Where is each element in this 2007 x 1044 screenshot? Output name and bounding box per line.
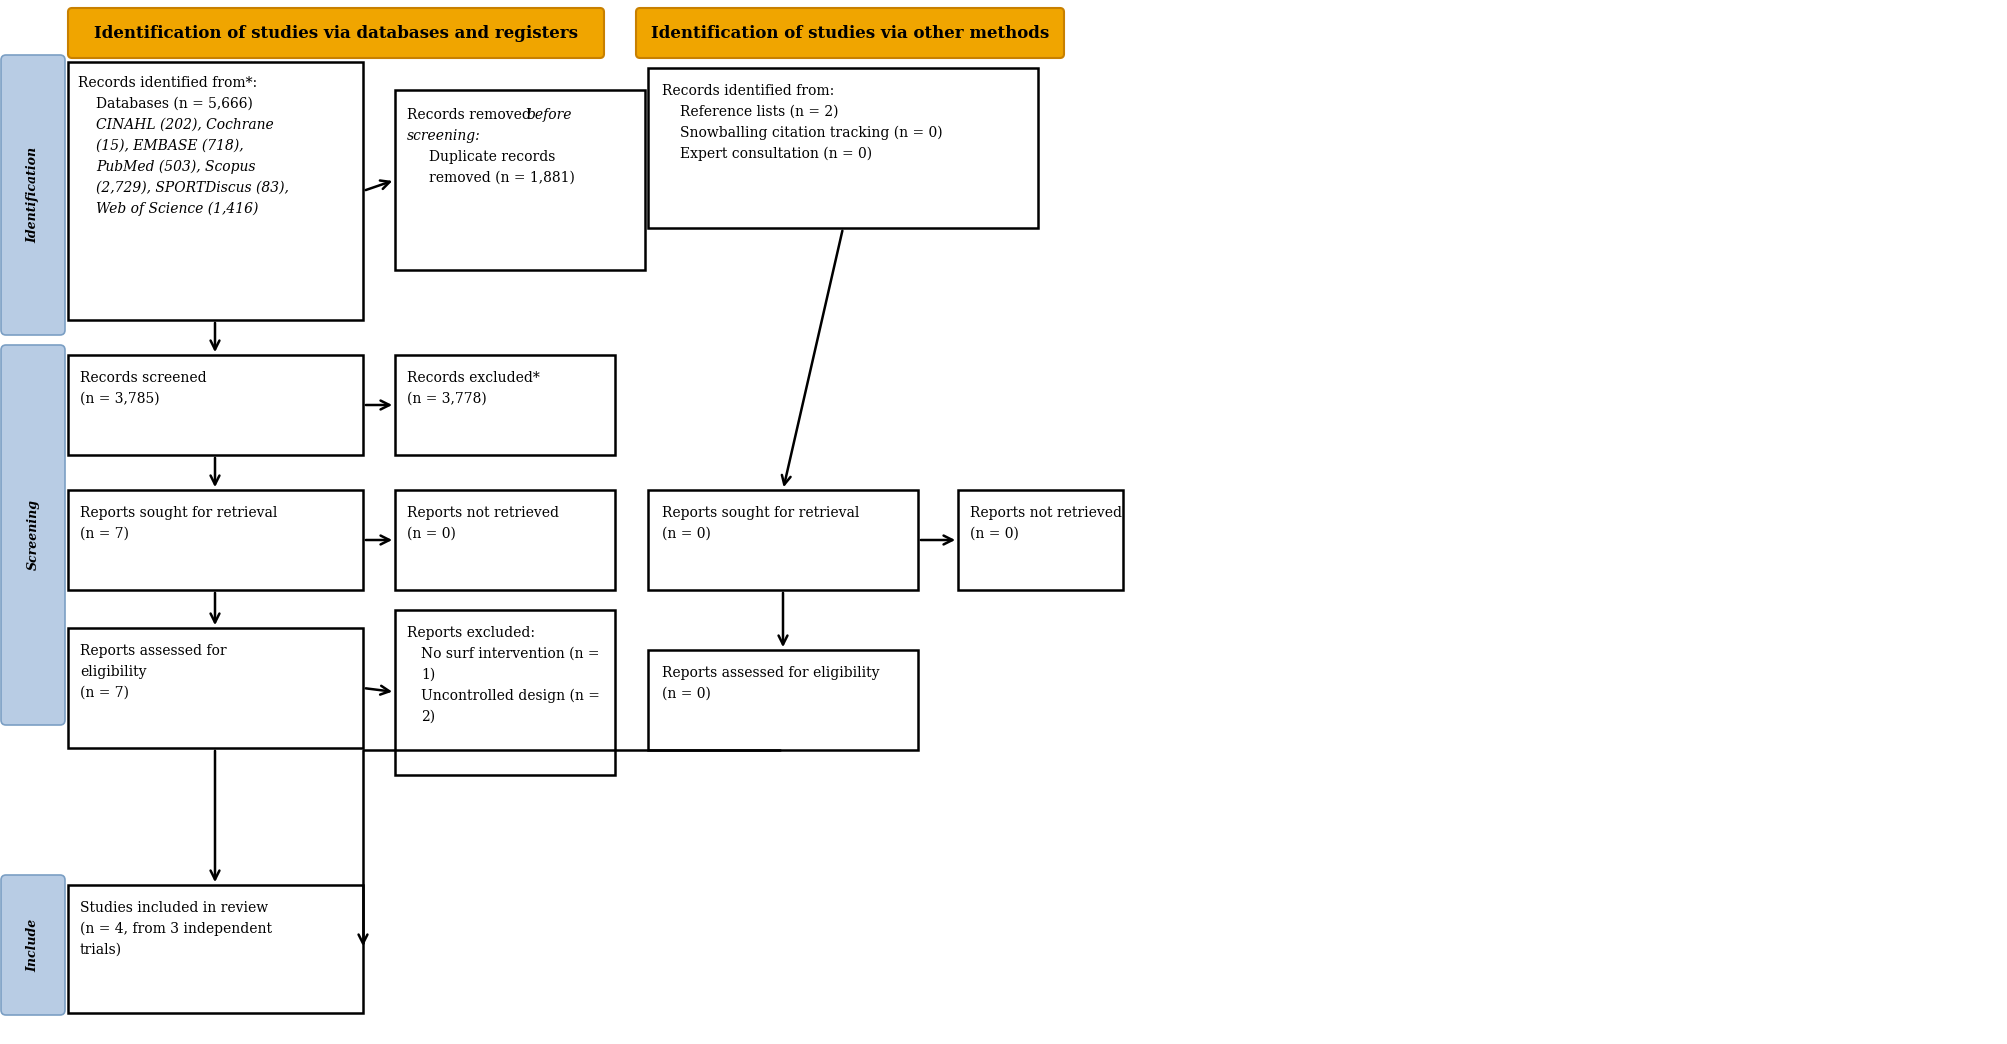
Text: Reference lists (n = 2): Reference lists (n = 2) xyxy=(680,105,839,119)
Text: Include: Include xyxy=(26,919,40,972)
Text: Reports not retrieved: Reports not retrieved xyxy=(969,506,1122,520)
Text: (n = 0): (n = 0) xyxy=(407,527,456,541)
Bar xyxy=(395,90,644,270)
Bar xyxy=(648,490,917,590)
Text: Reports assessed for: Reports assessed for xyxy=(80,644,227,658)
Bar xyxy=(68,885,363,1013)
Text: Duplicate records: Duplicate records xyxy=(429,150,556,164)
Text: Identification: Identification xyxy=(26,147,40,243)
Bar xyxy=(648,650,917,750)
Text: Reports not retrieved: Reports not retrieved xyxy=(407,506,558,520)
Text: removed (n = 1,881): removed (n = 1,881) xyxy=(429,171,574,185)
Text: Studies included in review: Studies included in review xyxy=(80,901,269,915)
Bar xyxy=(957,490,1122,590)
Bar xyxy=(648,68,1038,228)
FancyBboxPatch shape xyxy=(68,8,604,58)
Text: Reports sought for retrieval: Reports sought for retrieval xyxy=(662,506,859,520)
Text: (n = 0): (n = 0) xyxy=(662,687,710,701)
Bar xyxy=(395,355,614,455)
FancyBboxPatch shape xyxy=(636,8,1064,58)
Text: Reports excluded:: Reports excluded: xyxy=(407,626,534,640)
Text: 2): 2) xyxy=(421,710,436,723)
Text: Records removed: Records removed xyxy=(407,108,536,122)
Text: Identification of studies via other methods: Identification of studies via other meth… xyxy=(650,24,1048,42)
Text: eligibility: eligibility xyxy=(80,665,147,679)
Bar xyxy=(68,490,363,590)
Text: Records identified from*:: Records identified from*: xyxy=(78,76,257,90)
Bar xyxy=(68,628,363,748)
Text: (n = 3,785): (n = 3,785) xyxy=(80,392,159,406)
Text: Reports sought for retrieval: Reports sought for retrieval xyxy=(80,506,277,520)
Text: 1): 1) xyxy=(421,668,436,682)
Bar xyxy=(68,62,363,321)
Text: Databases (n = 5,666): Databases (n = 5,666) xyxy=(96,97,253,111)
Text: trials): trials) xyxy=(80,943,122,957)
Text: Uncontrolled design (n =: Uncontrolled design (n = xyxy=(421,689,600,704)
Text: No surf intervention (n =: No surf intervention (n = xyxy=(421,647,600,661)
Text: (n = 0): (n = 0) xyxy=(969,527,1018,541)
Text: PubMed (503), Scopus: PubMed (503), Scopus xyxy=(96,160,255,174)
Bar xyxy=(395,490,614,590)
Bar xyxy=(68,355,363,455)
Text: before: before xyxy=(526,108,572,122)
Text: Web of Science (1,416): Web of Science (1,416) xyxy=(96,201,259,216)
Text: Reports assessed for eligibility: Reports assessed for eligibility xyxy=(662,666,879,680)
Text: (n = 4, from 3 independent: (n = 4, from 3 independent xyxy=(80,922,271,936)
Text: (2,729), SPORTDiscus (83),: (2,729), SPORTDiscus (83), xyxy=(96,181,289,195)
Text: Records identified from:: Records identified from: xyxy=(662,84,833,98)
Text: Records excluded*: Records excluded* xyxy=(407,371,540,385)
Text: CINAHL (202), Cochrane: CINAHL (202), Cochrane xyxy=(96,118,273,132)
Text: screening:: screening: xyxy=(407,129,480,143)
Text: (n = 3,778): (n = 3,778) xyxy=(407,392,486,406)
Text: Expert consultation (n = 0): Expert consultation (n = 0) xyxy=(680,147,871,162)
Bar xyxy=(395,610,614,775)
FancyBboxPatch shape xyxy=(0,875,64,1015)
FancyBboxPatch shape xyxy=(0,345,64,725)
Text: Identification of studies via databases and registers: Identification of studies via databases … xyxy=(94,24,578,42)
Text: Screening: Screening xyxy=(26,499,40,570)
FancyBboxPatch shape xyxy=(0,55,64,335)
Text: Records screened: Records screened xyxy=(80,371,207,385)
Text: (n = 0): (n = 0) xyxy=(662,527,710,541)
Text: (15), EMBASE (718),: (15), EMBASE (718), xyxy=(96,139,243,153)
Text: Snowballing citation tracking (n = 0): Snowballing citation tracking (n = 0) xyxy=(680,126,941,140)
Text: (n = 7): (n = 7) xyxy=(80,686,128,699)
Text: (n = 7): (n = 7) xyxy=(80,527,128,541)
